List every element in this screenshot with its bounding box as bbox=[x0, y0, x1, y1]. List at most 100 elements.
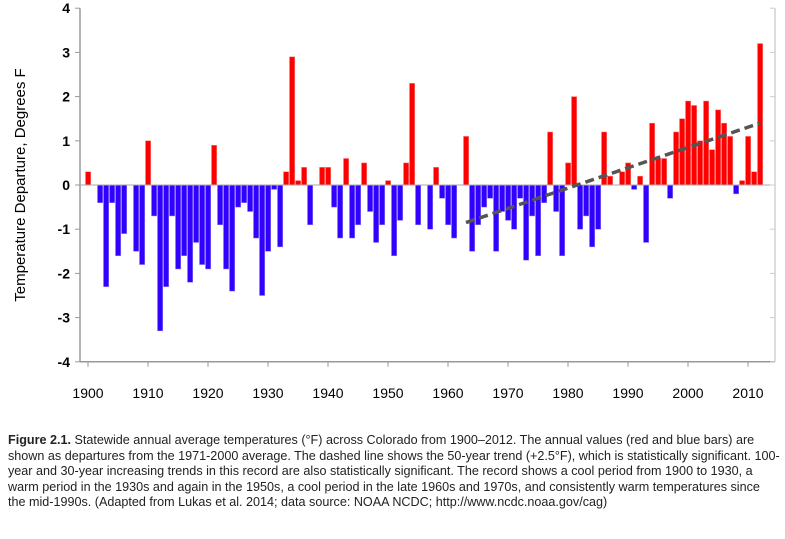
bar-1985 bbox=[595, 184, 601, 230]
bar-2012 bbox=[757, 43, 763, 186]
bar-1993 bbox=[643, 184, 649, 243]
bar-1948 bbox=[373, 184, 379, 243]
bar-1947 bbox=[367, 184, 373, 212]
bar-1935 bbox=[295, 180, 301, 186]
bar-1924 bbox=[229, 184, 235, 292]
bar-1932 bbox=[277, 184, 283, 248]
bar-1918 bbox=[193, 184, 199, 243]
bar-1977 bbox=[547, 131, 553, 186]
bar-1936 bbox=[301, 167, 307, 186]
bar-2009 bbox=[739, 180, 745, 186]
y-tick-label: 2 bbox=[62, 89, 70, 105]
bar-1912 bbox=[157, 184, 163, 332]
bar-1967 bbox=[487, 184, 493, 199]
bar-1959 bbox=[439, 184, 445, 199]
bar-2006 bbox=[721, 122, 727, 186]
bar-1963 bbox=[463, 136, 469, 186]
x-tick-label: 1980 bbox=[552, 385, 583, 401]
bar-1913 bbox=[163, 184, 169, 287]
bar-1954 bbox=[409, 83, 415, 186]
y-tick-label: 4 bbox=[62, 0, 70, 16]
bar-1928 bbox=[253, 184, 259, 239]
bar-2005 bbox=[715, 109, 721, 186]
bar-1979 bbox=[559, 184, 565, 256]
bar-2000 bbox=[685, 100, 691, 186]
bar-2011 bbox=[751, 171, 757, 186]
bar-1987 bbox=[607, 175, 613, 186]
bar-1929 bbox=[259, 184, 265, 296]
bar-1904 bbox=[109, 184, 115, 203]
y-tick-label: 1 bbox=[62, 133, 70, 149]
x-tick-label: 1940 bbox=[312, 385, 343, 401]
y-tick-label: -1 bbox=[58, 221, 71, 237]
bar-1953 bbox=[403, 162, 409, 186]
bar-1970 bbox=[505, 184, 511, 221]
bar-1919 bbox=[199, 184, 205, 265]
bar-1940 bbox=[325, 167, 331, 186]
bar-1931 bbox=[271, 184, 277, 190]
bar-1908 bbox=[133, 184, 139, 252]
bar-1927 bbox=[247, 184, 253, 212]
bar-1989 bbox=[619, 171, 625, 186]
bar-1944 bbox=[349, 184, 355, 239]
bar-1925 bbox=[235, 184, 241, 208]
bar-1972 bbox=[517, 184, 523, 199]
bar-2008 bbox=[733, 184, 739, 195]
bar-1991 bbox=[631, 184, 637, 190]
bar-1983 bbox=[583, 184, 589, 217]
y-tick-label: -4 bbox=[58, 354, 71, 370]
x-tick-label: 1960 bbox=[432, 385, 463, 401]
bar-1961 bbox=[451, 184, 457, 239]
bar-1950 bbox=[385, 180, 391, 186]
bar-1902 bbox=[97, 184, 103, 203]
bar-1968 bbox=[493, 184, 499, 252]
x-tick-label: 1910 bbox=[132, 385, 163, 401]
bar-1980 bbox=[565, 162, 571, 186]
bar-1934 bbox=[289, 56, 295, 186]
bar-1926 bbox=[241, 184, 247, 203]
x-tick-label: 1930 bbox=[252, 385, 283, 401]
bar-1922 bbox=[217, 184, 223, 226]
bar-2007 bbox=[727, 136, 733, 186]
bar-1937 bbox=[307, 184, 313, 226]
bar-1951 bbox=[391, 184, 397, 256]
bar-1910 bbox=[145, 140, 151, 186]
bar-1917 bbox=[187, 184, 193, 283]
y-tick-label: 3 bbox=[62, 44, 70, 60]
bar-1915 bbox=[175, 184, 181, 270]
x-tick-label: 1990 bbox=[612, 385, 643, 401]
y-axis-label: Temperature Departure, Degrees F bbox=[12, 68, 29, 301]
caption-label: Figure 2.1. bbox=[8, 433, 71, 447]
bar-1921 bbox=[211, 144, 217, 186]
caption-text: Statewide annual average temperatures (°… bbox=[8, 433, 780, 509]
bar-2002 bbox=[697, 140, 703, 186]
figure-caption: Figure 2.1. Statewide annual average tem… bbox=[8, 433, 780, 511]
x-tick-label: 2000 bbox=[672, 385, 703, 401]
bar-1914 bbox=[169, 184, 175, 217]
bar-1911 bbox=[151, 184, 157, 217]
bar-1942 bbox=[337, 184, 343, 239]
bar-1966 bbox=[481, 184, 487, 208]
bar-1978 bbox=[553, 184, 559, 212]
bar-1920 bbox=[205, 184, 211, 270]
bar-1903 bbox=[103, 184, 109, 287]
bar-1994 bbox=[649, 122, 655, 186]
bar-1946 bbox=[361, 162, 367, 186]
bar-2010 bbox=[745, 136, 751, 186]
bar-1941 bbox=[331, 184, 337, 208]
bar-1945 bbox=[355, 184, 361, 226]
bar-1930 bbox=[265, 184, 271, 252]
bar-1906 bbox=[121, 184, 127, 234]
bar-1905 bbox=[115, 184, 121, 256]
bar-1998 bbox=[673, 131, 679, 186]
bar-1960 bbox=[445, 184, 451, 226]
bar-1957 bbox=[427, 184, 433, 230]
bar-1958 bbox=[433, 167, 439, 186]
bar-2004 bbox=[709, 149, 715, 186]
trend-line bbox=[465, 121, 761, 225]
x-tick-label: 1900 bbox=[72, 385, 103, 401]
bar-1975 bbox=[535, 184, 541, 256]
bar-1969 bbox=[499, 184, 505, 212]
bar-1996 bbox=[661, 158, 667, 186]
